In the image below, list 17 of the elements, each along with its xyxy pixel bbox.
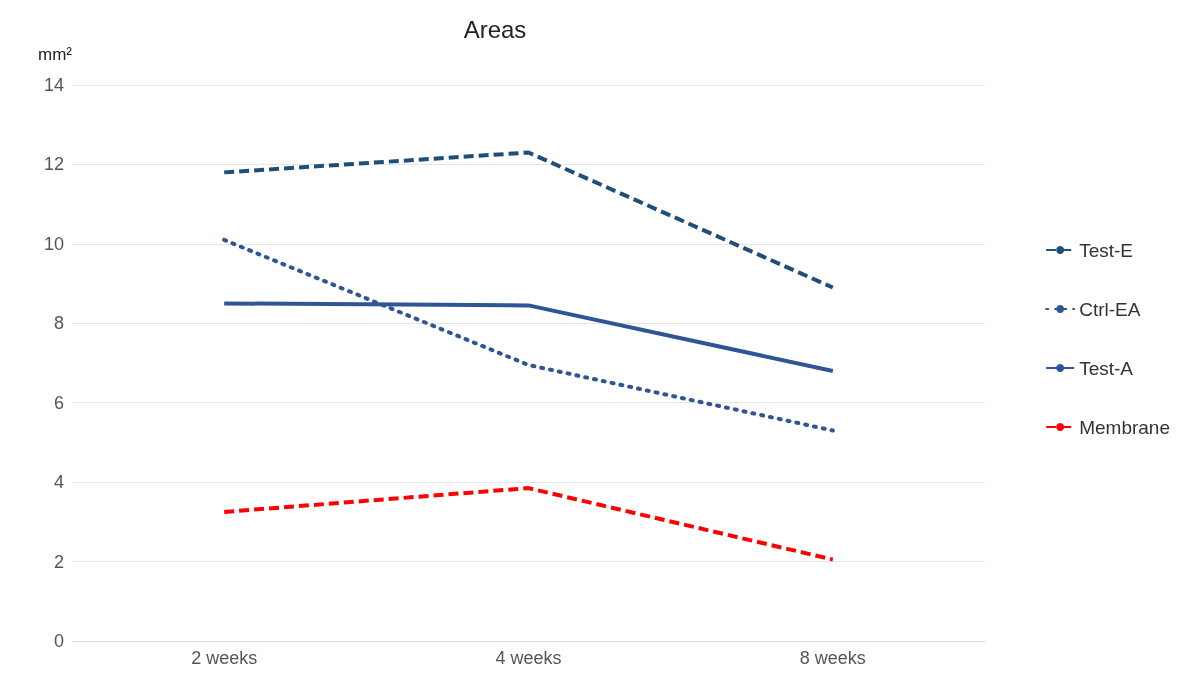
y-tick-label: 12 [43,154,64,175]
chart-title: Areas [463,15,527,43]
x-tick-label: 4 weeks [495,648,562,668]
y-axis-title: mm² [38,45,73,64]
y-tick-label: 14 [43,75,64,95]
y-tick-label: 2 [53,551,64,572]
y-tick-label: 8 [53,313,64,334]
y-tick-label: 10 [43,233,64,254]
legend-label: Membrane [1079,416,1171,438]
x-tick-label: 2 weeks [191,648,258,668]
legend-label: Test-A [1079,357,1134,379]
y-tick-label: 0 [53,631,64,651]
y-tick-label: 4 [53,472,64,493]
x-tick-label: 8 weeks [799,648,866,668]
y-tick-label: 6 [53,392,64,413]
legend-label: Ctrl-EA [1079,298,1141,320]
legend-label: Test-E [1079,239,1134,261]
